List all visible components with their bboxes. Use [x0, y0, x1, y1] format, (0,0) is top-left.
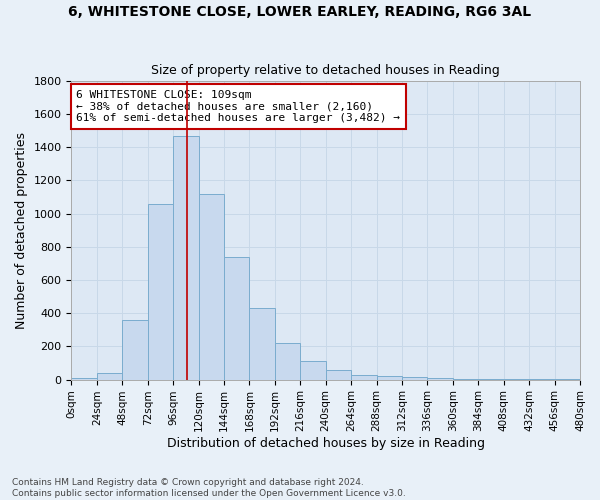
Bar: [402, 377, 427, 380]
Bar: [148, 204, 173, 380]
Bar: [351, 374, 377, 380]
Bar: [71, 378, 97, 380]
Bar: [199, 194, 224, 380]
Bar: [224, 257, 250, 380]
Bar: [427, 378, 453, 380]
Bar: [275, 343, 300, 380]
Bar: [453, 379, 478, 380]
Bar: [97, 373, 122, 380]
Bar: [250, 308, 275, 380]
Text: 6, WHITESTONE CLOSE, LOWER EARLEY, READING, RG6 3AL: 6, WHITESTONE CLOSE, LOWER EARLEY, READI…: [68, 5, 532, 19]
Text: Contains HM Land Registry data © Crown copyright and database right 2024.
Contai: Contains HM Land Registry data © Crown c…: [12, 478, 406, 498]
Title: Size of property relative to detached houses in Reading: Size of property relative to detached ho…: [151, 64, 500, 77]
Bar: [122, 320, 148, 380]
X-axis label: Distribution of detached houses by size in Reading: Distribution of detached houses by size …: [167, 437, 485, 450]
Y-axis label: Number of detached properties: Number of detached properties: [15, 132, 28, 329]
Bar: [173, 136, 199, 380]
Bar: [300, 362, 326, 380]
Bar: [377, 376, 402, 380]
Text: 6 WHITESTONE CLOSE: 109sqm
← 38% of detached houses are smaller (2,160)
61% of s: 6 WHITESTONE CLOSE: 109sqm ← 38% of deta…: [76, 90, 400, 123]
Bar: [326, 370, 351, 380]
